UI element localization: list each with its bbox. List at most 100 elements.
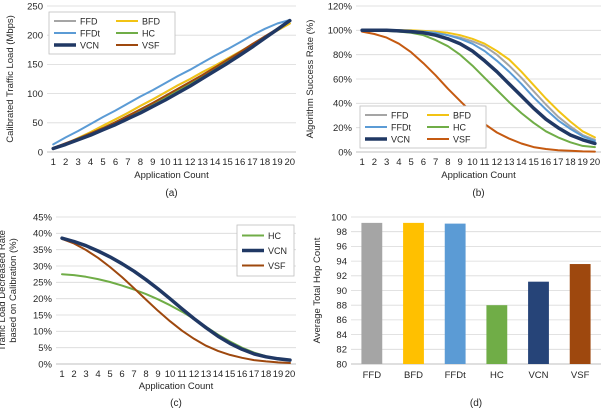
y-tick-label: 84 bbox=[336, 330, 347, 341]
panel-d-chart: 80 82 84 86 88 90 92 94 96 98 100 Average Total Hop… bbox=[312, 212, 601, 409]
series-line-vcn bbox=[360, 28, 597, 146]
x-tick-label: 17 bbox=[249, 369, 260, 380]
y-tick-label: 96 bbox=[336, 242, 347, 253]
y-tick-label: 45% bbox=[33, 212, 53, 223]
x-tick-label-vsf: VSF bbox=[571, 370, 590, 381]
panel-caption: (d) bbox=[470, 398, 482, 409]
y-tick-label: 94 bbox=[336, 256, 347, 267]
x-tick-label: 13 bbox=[197, 157, 208, 168]
x-tick-label-vcn: VCN bbox=[528, 370, 548, 381]
x-tick-label: 1 bbox=[359, 157, 364, 168]
x-tick-label: 9 bbox=[457, 157, 462, 168]
x-tick-label: 3 bbox=[384, 157, 389, 168]
y-axis-label-line: based on Calibration (%) bbox=[8, 238, 19, 343]
y-tick-label: 0% bbox=[38, 359, 52, 370]
y-axis-label: Calibrated Traffic Load (Mbps) bbox=[5, 15, 16, 143]
y-tick-label: 50 bbox=[32, 118, 43, 129]
x-tick-label-ffdt: FFDt bbox=[445, 370, 466, 381]
x-tick-label: 20 bbox=[285, 369, 296, 380]
x-tick-label: 5 bbox=[107, 369, 112, 380]
x-tick-label: 9 bbox=[155, 369, 160, 380]
x-tick-label: 4 bbox=[88, 157, 93, 168]
panel-caption: (a) bbox=[165, 188, 177, 199]
y-tick-label: 250 bbox=[27, 1, 43, 12]
legend-label-vsf: VSF bbox=[142, 40, 160, 50]
x-tick-label: 15 bbox=[528, 157, 539, 168]
x-tick-label: 5 bbox=[408, 157, 413, 168]
series-line-hc bbox=[61, 273, 291, 362]
y-tick-label: 80% bbox=[333, 50, 353, 61]
x-tick-label: 18 bbox=[565, 157, 576, 168]
y-tick-label: 100 bbox=[331, 212, 347, 223]
x-tick-label: 1 bbox=[51, 157, 56, 168]
x-tick-label: 6 bbox=[119, 369, 124, 380]
y-tick-label: 98 bbox=[336, 227, 347, 238]
legend-label-hc: HC bbox=[453, 122, 466, 132]
y-axis-label-line: Average Total Hop Count bbox=[312, 237, 323, 343]
x-tick-label: 20 bbox=[590, 157, 601, 168]
y-tick-label: 40% bbox=[333, 99, 353, 110]
legend-label-bfd: BFD bbox=[142, 16, 161, 26]
x-tick-label: 17 bbox=[553, 157, 564, 168]
legend-label-hc: HC bbox=[268, 231, 281, 241]
y-axis-label: Traffic Load Decreased Ratebased on Cali… bbox=[0, 230, 19, 351]
x-tick-label: 10 bbox=[165, 369, 176, 380]
x-axis-label: Application Count bbox=[134, 170, 209, 181]
x-tick-label: 13 bbox=[504, 157, 515, 168]
y-tick-label: 82 bbox=[336, 345, 347, 356]
y-tick-label: 0 bbox=[38, 147, 43, 158]
x-tick-label: 12 bbox=[492, 157, 503, 168]
y-tick-label: 20% bbox=[33, 294, 53, 305]
x-tick-label: 7 bbox=[433, 157, 438, 168]
y-tick-label: 30% bbox=[33, 261, 53, 272]
bar-vsf bbox=[569, 264, 591, 364]
x-tick-label: 18 bbox=[261, 369, 272, 380]
x-tick-label: 19 bbox=[272, 157, 283, 168]
panel-b-chart: 0% 20% 40% 60% 80% 100% 120% Algorithm Success … bbox=[305, 1, 601, 199]
bar-ffdt bbox=[444, 223, 466, 364]
bar-hc bbox=[486, 305, 508, 364]
x-tick-label: 4 bbox=[95, 369, 100, 380]
legend-label-ffd: FFD bbox=[391, 110, 409, 120]
x-tick-label: 8 bbox=[138, 157, 143, 168]
x-tick-label: 2 bbox=[372, 157, 377, 168]
x-tick-label: 12 bbox=[185, 157, 196, 168]
x-tick-label: 5 bbox=[100, 157, 105, 168]
x-tick-label: 6 bbox=[421, 157, 426, 168]
panel-caption: (c) bbox=[170, 398, 182, 409]
legend: HC VCN VSF bbox=[236, 224, 295, 277]
x-tick-label: 19 bbox=[577, 157, 588, 168]
y-tick-label: 20% bbox=[333, 123, 353, 134]
y-tick-label: 90 bbox=[336, 286, 347, 297]
legend-label-vsf: VSF bbox=[453, 134, 471, 144]
y-tick-label: 92 bbox=[336, 271, 347, 282]
y-tick-label: 10% bbox=[33, 327, 53, 338]
y-tick-label: 100 bbox=[27, 89, 43, 100]
x-tick-label: 7 bbox=[131, 369, 136, 380]
x-tick-label: 15 bbox=[225, 369, 236, 380]
panel-a-chart: 0 50 100 150 200 250 Calibrated Traffic Load (… bbox=[5, 1, 296, 199]
x-tick-label: 7 bbox=[125, 157, 130, 168]
y-tick-label: 60% bbox=[333, 74, 353, 85]
x-tick-label: 16 bbox=[541, 157, 552, 168]
y-axis-label: Average Total Hop Count bbox=[312, 237, 323, 343]
y-tick-label: 86 bbox=[336, 315, 347, 326]
x-tick-label: 11 bbox=[480, 157, 490, 168]
x-tick-label: 2 bbox=[63, 157, 68, 168]
panel-c-chart: 0% 5% 10% 15% 20% 25% 30% 35% 40% 45% Traffic Load… bbox=[0, 212, 296, 409]
bar-bfd bbox=[403, 222, 424, 364]
x-tick-label: 8 bbox=[143, 369, 148, 380]
x-tick-label-ffd: FFD bbox=[363, 370, 382, 381]
y-axis-label-line: Traffic Load Decreased Rate bbox=[0, 230, 8, 351]
x-tick-label: 14 bbox=[516, 157, 527, 168]
x-axis-label: Application Count bbox=[139, 381, 214, 392]
y-tick-label: 200 bbox=[27, 31, 43, 42]
x-tick-label: 12 bbox=[189, 369, 200, 380]
y-tick-label: 35% bbox=[33, 245, 53, 256]
x-tick-label: 11 bbox=[177, 369, 187, 380]
x-tick-label: 14 bbox=[210, 157, 221, 168]
x-axis-label: Application Count bbox=[441, 170, 516, 181]
legend-label-vcn: VCN bbox=[80, 40, 99, 50]
legend-label-ffdt: FFDt bbox=[391, 122, 411, 132]
